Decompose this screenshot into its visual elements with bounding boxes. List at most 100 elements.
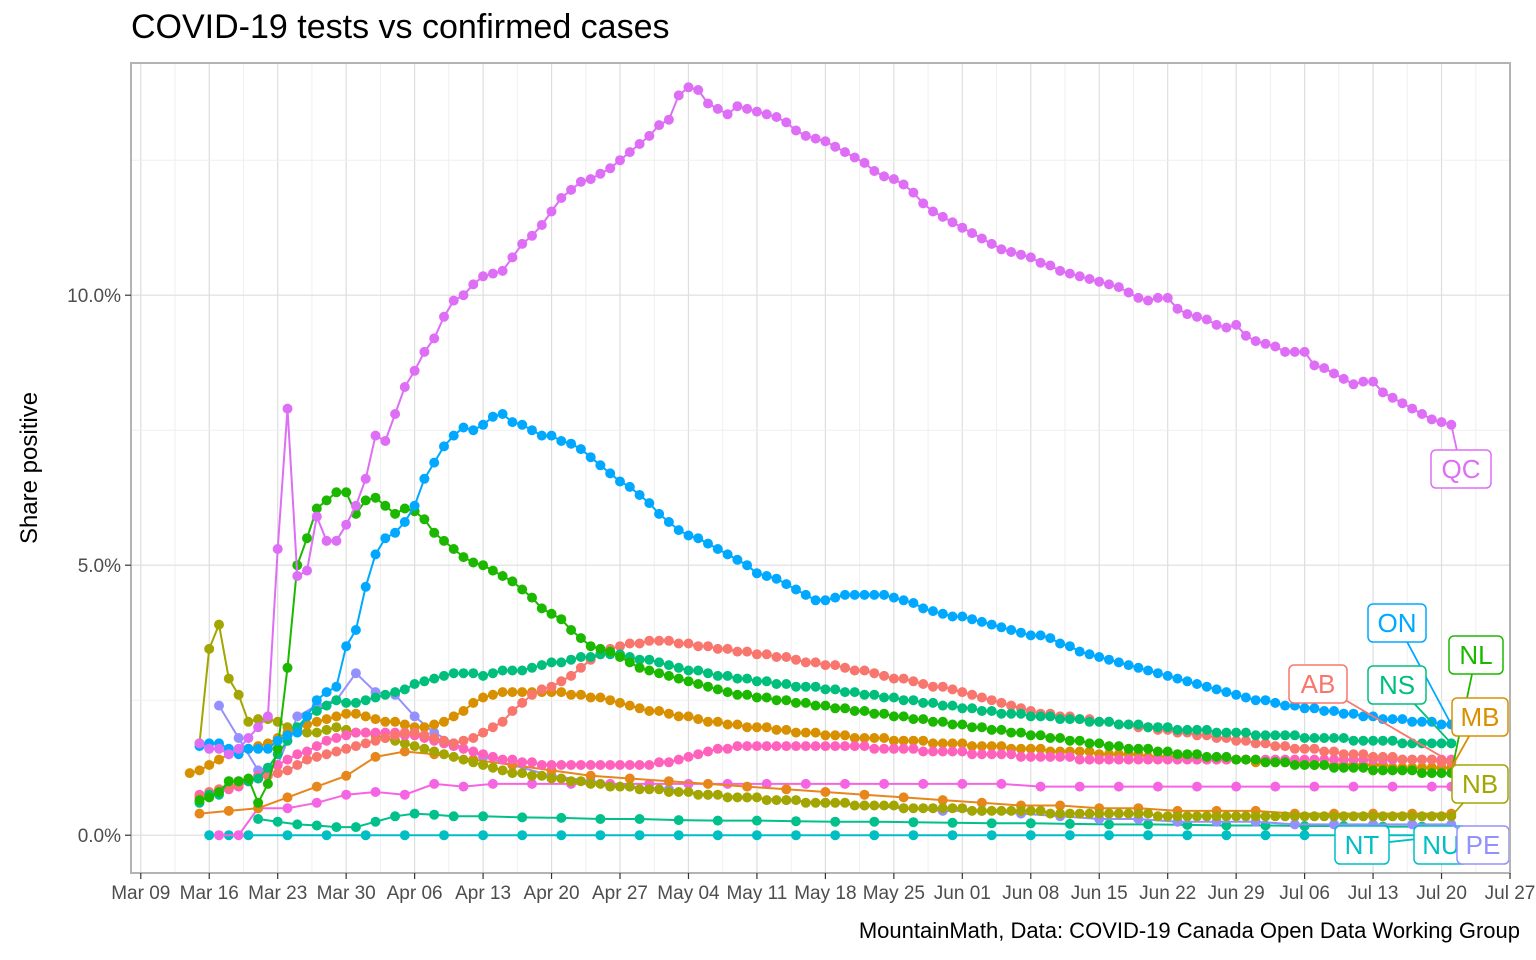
data-point	[1446, 419, 1457, 430]
data-point	[1250, 695, 1261, 706]
data-point	[1074, 646, 1085, 657]
data-point	[830, 830, 841, 841]
data-point	[761, 778, 772, 789]
data-point	[928, 606, 938, 617]
data-point	[1162, 722, 1173, 733]
data-point	[1387, 714, 1398, 725]
data-point	[194, 738, 205, 749]
data-point	[468, 668, 479, 679]
data-point	[1338, 811, 1349, 822]
data-point	[204, 643, 215, 654]
data-point	[800, 589, 811, 600]
data-point	[967, 689, 978, 700]
data-point	[1094, 276, 1105, 287]
data-point	[683, 638, 694, 649]
data-point	[243, 773, 254, 784]
data-point	[976, 692, 987, 703]
data-point	[830, 660, 841, 671]
data-point	[703, 681, 713, 692]
data-point	[996, 778, 1007, 789]
data-point	[957, 611, 968, 622]
data-point	[712, 670, 723, 681]
data-point	[380, 533, 391, 544]
data-point	[419, 730, 430, 741]
data-point	[517, 812, 528, 823]
data-point	[1270, 730, 1281, 741]
data-point	[341, 770, 352, 781]
data-point	[1231, 754, 1242, 765]
data-point	[487, 762, 498, 773]
end-label-on: ON	[1367, 603, 1453, 725]
data-point	[1182, 724, 1193, 735]
end-label-ab: AB	[1288, 664, 1452, 764]
data-point	[869, 743, 880, 754]
data-point	[556, 193, 567, 203]
data-point	[722, 719, 733, 730]
data-point	[458, 668, 469, 679]
data-point	[1143, 743, 1154, 754]
data-point	[1016, 249, 1026, 260]
data-point	[986, 805, 997, 816]
data-point	[898, 711, 909, 722]
data-point	[996, 244, 1007, 255]
data-point	[1348, 735, 1359, 746]
data-point	[820, 730, 831, 741]
data-point	[908, 830, 919, 841]
data-point	[429, 673, 440, 684]
data-point	[497, 265, 508, 276]
data-point	[1035, 711, 1046, 722]
data-point	[1192, 781, 1202, 792]
data-point	[321, 724, 332, 735]
data-point	[1319, 733, 1330, 743]
data-point	[761, 722, 772, 733]
data-point	[663, 660, 674, 671]
data-point	[996, 622, 1007, 633]
data-point	[419, 722, 430, 733]
data-point	[585, 692, 596, 703]
data-point	[1055, 800, 1066, 811]
data-point	[751, 792, 762, 803]
data-point	[712, 684, 723, 695]
data-point	[1358, 735, 1369, 746]
data-point	[840, 741, 850, 752]
data-point	[928, 803, 938, 814]
data-point	[830, 741, 841, 752]
data-point	[1309, 743, 1320, 754]
end-labels: QC ON NL AB NS MB NB NT NU PE	[1288, 424, 1510, 865]
data-point	[712, 103, 723, 114]
data-point	[683, 787, 694, 797]
data-point	[957, 746, 968, 757]
data-point	[1368, 765, 1379, 776]
data-point	[1055, 808, 1066, 819]
data-point	[1143, 722, 1154, 733]
x-tick-label: Jun 15	[1071, 883, 1128, 904]
data-point	[546, 760, 557, 770]
data-point	[419, 346, 430, 357]
data-point	[507, 768, 518, 779]
data-point	[262, 778, 273, 789]
data-point	[1113, 282, 1124, 293]
data-point	[673, 815, 684, 826]
data-point	[556, 436, 567, 446]
data-point	[595, 643, 606, 654]
data-point	[507, 417, 518, 428]
data-point	[634, 784, 645, 795]
data-point	[1280, 741, 1291, 752]
data-point	[566, 654, 577, 665]
x-tick-label: Mar 16	[180, 883, 239, 904]
data-point	[996, 741, 1007, 752]
data-point	[634, 490, 645, 500]
data-point	[243, 743, 254, 754]
data-point	[1172, 749, 1183, 760]
data-point	[262, 711, 273, 722]
data-point	[732, 554, 743, 565]
data-point	[321, 735, 332, 746]
data-point	[419, 514, 430, 525]
data-point	[507, 252, 518, 263]
data-point	[693, 679, 704, 689]
data-point	[370, 816, 381, 827]
data-point	[370, 735, 381, 746]
data-point	[918, 697, 929, 708]
data-point	[693, 533, 704, 544]
